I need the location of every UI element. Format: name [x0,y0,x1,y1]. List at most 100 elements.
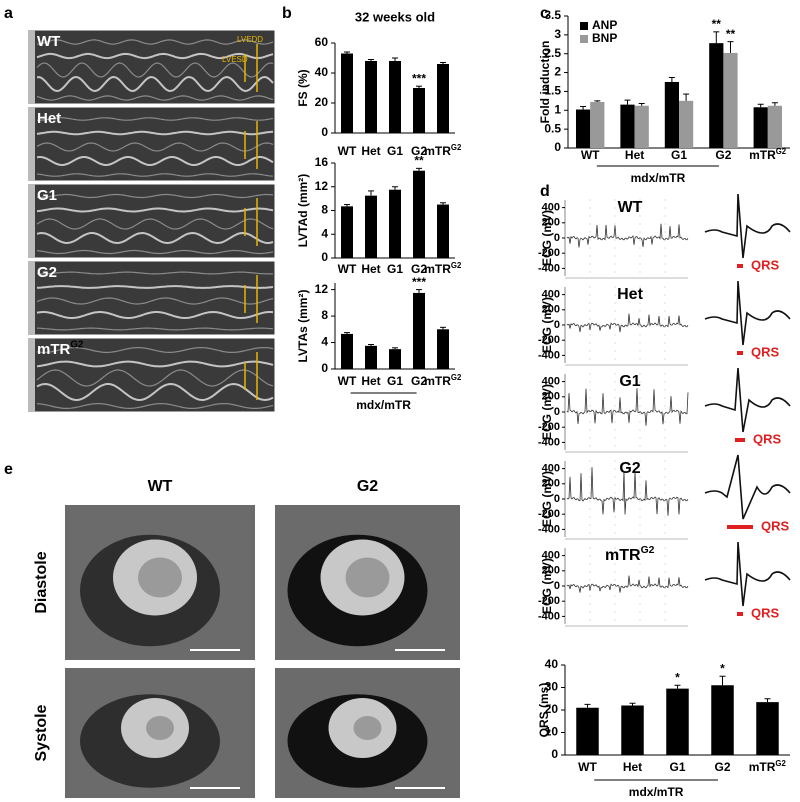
grid-dot [614,524,616,526]
x-tick-label-sup: G2 [775,759,786,768]
y-tick-label: 0 [554,319,560,331]
x-tick-label: WT [338,262,357,276]
bar [365,345,377,369]
grid-dot [589,255,591,257]
echo-image [27,106,276,182]
echo-trace [36,327,274,331]
grid-dot [639,587,641,589]
y-axis-label: LVTAd (mm²) [296,174,310,248]
grid-dot [589,381,591,383]
grid-dot [639,532,641,534]
y-tick-label: 0 [554,580,560,592]
grid-dot [589,334,591,336]
grid-dot [639,476,641,478]
grid-dot [589,397,591,399]
grid-dot [589,460,591,462]
grid-dot [639,563,641,565]
grid-dot [589,547,591,549]
qrs-label: QRS [751,257,780,272]
grid-dot [614,397,616,399]
grid-dot [614,587,616,589]
grid-dot [614,555,616,557]
grid-dot [664,389,666,391]
y-tick-label: 0 [551,747,558,761]
grid-dot [639,318,641,320]
grid-dot [614,247,616,249]
image-label: G1 [37,187,57,204]
grid-dot [639,334,641,336]
grid-dot [664,611,666,613]
annotation: LVEDD [237,35,263,44]
grid-dot [614,223,616,225]
bar [679,100,694,148]
grid-dot [589,595,591,597]
grid-dot [664,437,666,439]
legend-label: ANP [592,18,617,32]
grid-dot [664,413,666,415]
grid-dot [614,286,616,288]
echo-trace [36,218,274,230]
grid-dot [614,326,616,328]
grid-dot [589,603,591,605]
grid-dot [664,476,666,478]
y-tick-label: 400 [542,202,560,214]
y-tick-label: -200 [538,421,560,433]
echo-image [27,260,276,336]
grid-dot [589,302,591,304]
grid-dot [589,326,591,328]
bar [365,61,377,133]
qrs-label: QRS [753,431,782,446]
grid-dot [614,516,616,518]
grid-dot [614,318,616,320]
grid-dot [589,310,591,312]
echo-trace [36,62,274,78]
grid-dot [614,421,616,423]
grid-dot [639,381,641,383]
significance: ** [414,154,424,168]
qrs-zoom-trace [704,193,791,259]
grid-dot [639,619,641,621]
grid-dot [639,207,641,209]
grid-dot [589,263,591,265]
grid-dot [639,524,641,526]
grid-dot [614,207,616,209]
x-tick-label: G2 [411,374,427,388]
bar [575,109,591,148]
grid-dot [589,405,591,407]
grid-dot [664,223,666,225]
y-axis-label: Fold induction [538,41,552,124]
y-tick-label: 1.5 [544,84,561,98]
grid-dot [664,239,666,241]
y-tick-label: 1 [554,102,561,116]
mri-chamber [138,557,182,598]
grid-dot [639,516,641,518]
grid-dot [589,358,591,360]
bar [634,105,649,148]
grid-dot [589,492,591,494]
image-label: WT [37,33,60,50]
grid-dot [614,255,616,257]
significance: ** [726,27,736,41]
grid-dot [664,405,666,407]
image-label: Het [37,110,61,127]
grid-dot [639,342,641,344]
grid-dot [664,199,666,201]
grid-dot [589,373,591,375]
grid-dot [639,603,641,605]
grid-dot [614,389,616,391]
grid-dot [589,587,591,589]
grid-dot [664,271,666,273]
grid-dot [589,421,591,423]
grid-dot [664,255,666,257]
bar [389,189,401,258]
echo-image [27,183,276,259]
y-axis-label: FS (%) [296,69,310,106]
echo-trace [36,156,274,166]
grid-dot [639,358,641,360]
y-tick-label: 20 [545,702,559,716]
grid-dot [639,429,641,431]
grid-dot [589,247,591,249]
bar [437,329,449,369]
grid-dot [614,429,616,431]
